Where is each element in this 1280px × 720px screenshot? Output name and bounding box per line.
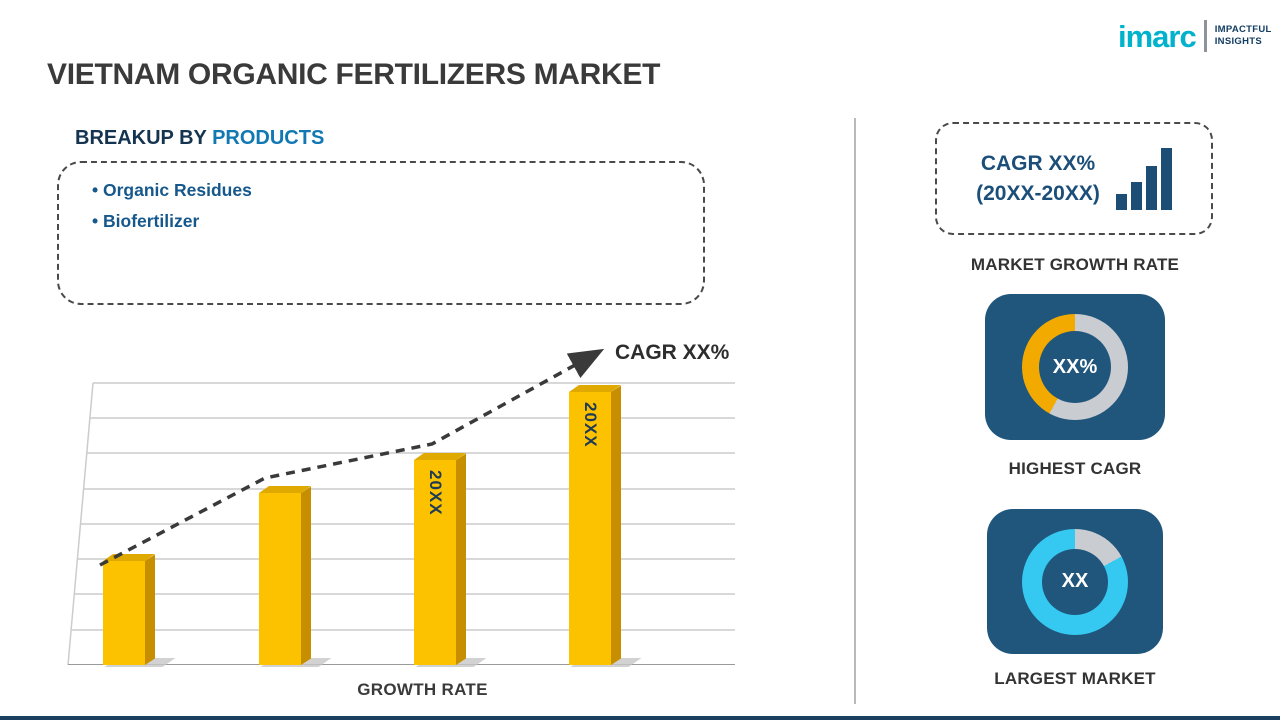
market-growth-rate-box: CAGR XX% (20XX-20XX) — [935, 122, 1213, 235]
breakup-heading-prefix: BREAKUP BY — [75, 127, 213, 149]
logo-brand-text: imarc — [1118, 18, 1197, 54]
info-card: XX% — [985, 294, 1165, 440]
logo-divider — [1203, 20, 1207, 52]
bar-group: 20XX — [569, 385, 621, 665]
bar-side-face — [611, 385, 621, 665]
donut-highest-cagr: XX% — [1022, 314, 1128, 420]
list-item: Organic Residues — [92, 175, 703, 206]
breakup-products-list: Organic Residues Biofertilizer — [59, 163, 703, 237]
bottom-accent-bar — [0, 716, 1280, 720]
list-item: Biofertilizer — [92, 206, 703, 237]
cagr-box-line1: CAGR XX% — [980, 152, 1096, 176]
bar-group — [103, 554, 155, 665]
logo-tagline-line1: IMPACTFUL — [1214, 24, 1272, 36]
cagr-trend-label: CAGR XX% — [615, 341, 730, 364]
breakup-heading: BREAKUP BY PRODUCTS — [75, 127, 324, 150]
bar-chart-icon — [1115, 147, 1172, 210]
bar-group — [259, 486, 311, 665]
bar-label: 20XX — [581, 402, 600, 448]
cagr-box-text: CAGR XX% (20XX-20XX) — [976, 149, 1100, 208]
bar-side-face — [145, 554, 155, 665]
largest-market-value: XX — [1061, 570, 1089, 592]
vertical-divider — [854, 118, 856, 704]
bar-side-face — [301, 486, 311, 665]
donut-largest-market: XX — [1022, 528, 1128, 635]
bar-front — [103, 561, 145, 665]
highest-cagr-value: XX% — [1052, 355, 1098, 378]
logo-tagline: IMPACTFUL INSIGHTS — [1215, 24, 1272, 48]
product-item-label: Biofertilizer — [103, 211, 200, 231]
bar-group: 20XX — [414, 453, 466, 665]
highest-cagr-caption: HIGHEST CAGR — [1008, 459, 1142, 478]
page-title: VIETNAM ORGANIC FERTILIZERS MARKET — [47, 58, 661, 91]
largest-market-caption: LARGEST MARKET — [994, 669, 1156, 688]
cagr-box-line2: (20XX-20XX) — [976, 181, 1100, 205]
breakup-heading-highlight: PRODUCTS — [212, 127, 325, 149]
bar-side-face — [456, 453, 466, 665]
chart-x-axis-label: GROWTH RATE — [357, 680, 488, 699]
bar-label: 20XX — [426, 470, 445, 516]
product-item-label: Organic Residues — [103, 180, 252, 200]
chart-grid — [67, 382, 735, 665]
breakup-products-box: Organic Residues Biofertilizer — [57, 161, 705, 305]
imarc-logo: imarc IMPACTFUL INSIGHTS — [1118, 20, 1272, 52]
growth-rate-bar-chart: 20XX 20XX — [60, 340, 750, 667]
logo-tagline-line2: INSIGHTS — [1214, 36, 1262, 47]
bar-front — [259, 493, 301, 665]
market-growth-rate-caption: MARKET GROWTH RATE — [970, 255, 1180, 274]
info-card: XX — [987, 509, 1163, 654]
